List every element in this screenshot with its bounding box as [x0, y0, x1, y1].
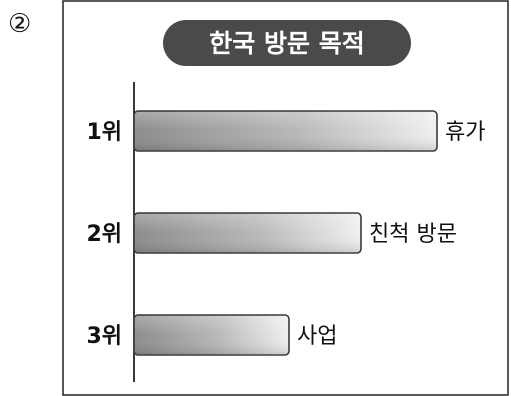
title-text: 한국 방문 목적	[209, 29, 364, 58]
category-label-3: 사업	[297, 324, 337, 349]
bars-group: 1위 휴가 2위 친척 방문 3위 사업	[86, 110, 485, 356]
rank-label-1: 1위	[86, 120, 122, 145]
category-label-2: 친척 방문	[369, 222, 457, 247]
chart-frame	[62, 0, 509, 396]
category-label-1: 휴가	[445, 120, 485, 145]
bar-1-shading	[135, 112, 436, 150]
chart-title: 한국 방문 목적	[163, 20, 411, 66]
bar-2-shading	[135, 214, 360, 252]
rank-label-3: 3위	[86, 324, 122, 349]
title-pill	[163, 20, 411, 66]
rank-label-2: 2위	[86, 222, 122, 247]
bar-3-shading	[135, 316, 288, 354]
item-number-marker: ②	[8, 9, 31, 39]
